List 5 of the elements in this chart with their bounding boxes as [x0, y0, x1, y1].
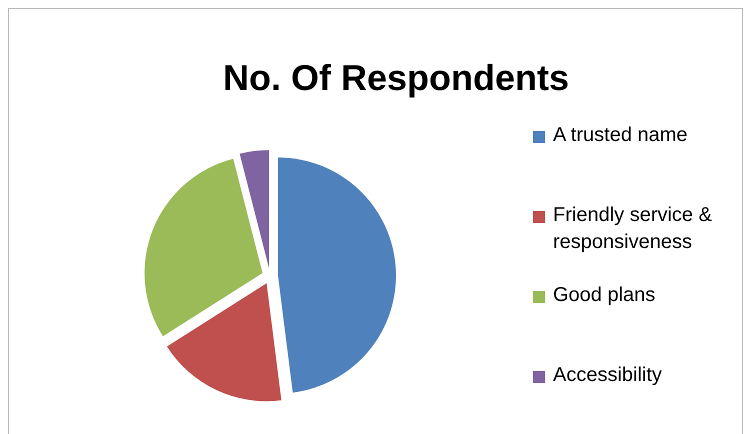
legend-label: Friendly service & responsiveness	[553, 204, 713, 253]
legend-label: Good plans	[553, 284, 656, 306]
legend-label: Accessibility	[553, 364, 662, 386]
legend-label: A trusted name	[553, 124, 688, 146]
chart-title: No. Of Respondents	[222, 57, 570, 98]
